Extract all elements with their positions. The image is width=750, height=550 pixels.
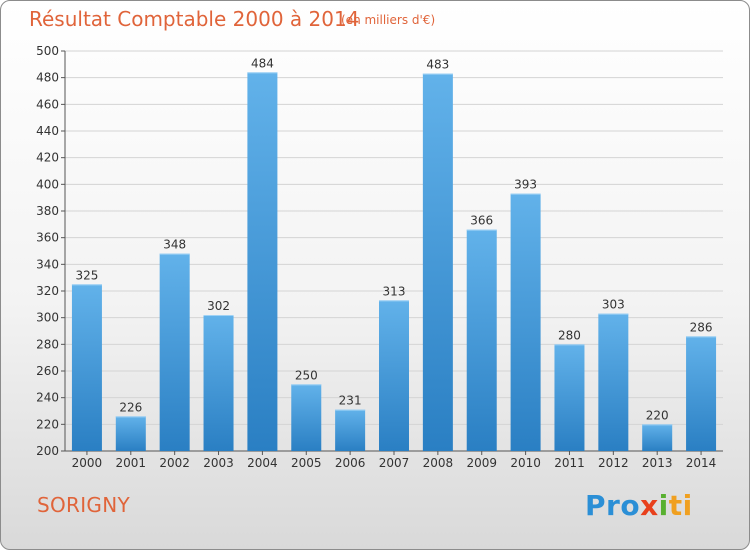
y-tick-label: 420 — [36, 151, 59, 165]
y-tick-label: 480 — [36, 71, 59, 85]
x-tick-label-2013: 2013 — [642, 456, 673, 470]
value-label-2007: 313 — [383, 284, 406, 298]
labels: 200 220 240 260 280 300 320 340 360 380 400 420 440 4… — [36, 44, 716, 470]
bar-2001[interactable] — [115, 416, 146, 451]
y-tick-label: 340 — [36, 257, 59, 271]
brand-logo[interactable]: Proxiti — [585, 489, 693, 522]
x-tick-label-2010: 2010 — [510, 456, 541, 470]
brand-logo-part: Pro — [585, 489, 641, 522]
x-tick-label-2001: 2001 — [116, 456, 147, 470]
bar-2013[interactable] — [642, 424, 673, 451]
bar-2007[interactable] — [379, 300, 409, 451]
x-tick-label-2000: 2000 — [72, 456, 103, 470]
bar-2003[interactable] — [203, 315, 234, 451]
value-label-2010: 393 — [514, 178, 537, 192]
y-tick-label: 500 — [36, 44, 59, 58]
brand-logo-part: ti — [668, 489, 693, 522]
y-tick-label: 300 — [36, 311, 59, 325]
value-label-2011: 280 — [558, 328, 581, 342]
bar-2005[interactable] — [291, 384, 322, 451]
y-tick-label: 260 — [36, 364, 59, 378]
bar-2002[interactable] — [159, 253, 190, 451]
y-tick-label: 220 — [36, 417, 59, 431]
bar-2004[interactable] — [247, 72, 278, 451]
value-label-2001: 226 — [119, 400, 142, 414]
town-name: SORIGNY — [37, 493, 131, 517]
brand-logo-part: x — [640, 489, 659, 522]
value-label-2004: 484 — [251, 56, 274, 70]
y-tick-label: 400 — [36, 177, 59, 191]
chart-title: Résultat Comptable 2000 à 2014 — [29, 7, 360, 31]
value-label-2006: 231 — [339, 394, 362, 408]
bar-2009[interactable] — [466, 229, 497, 451]
value-label-2012: 303 — [602, 298, 625, 312]
y-tick-label: 280 — [36, 337, 59, 351]
value-label-2003: 302 — [207, 299, 230, 313]
bar-2008[interactable] — [422, 73, 453, 452]
x-tick-label-2008: 2008 — [423, 456, 454, 470]
x-tick-label-2006: 2006 — [335, 456, 366, 470]
x-tick-label-2004: 2004 — [247, 456, 278, 470]
x-tick-label-2005: 2005 — [291, 456, 322, 470]
x-tick-label-2007: 2007 — [379, 456, 410, 470]
value-label-2009: 366 — [470, 214, 493, 228]
x-tick-label-2012: 2012 — [598, 456, 629, 470]
y-tick-label: 200 — [36, 444, 59, 458]
y-tick-label: 380 — [36, 204, 59, 218]
bar-2006[interactable] — [335, 409, 366, 451]
bar-2014[interactable] — [686, 336, 717, 451]
y-tick-label: 360 — [36, 231, 59, 245]
value-label-2005: 250 — [295, 368, 318, 382]
y-tick-label: 460 — [36, 97, 59, 111]
bar-2012[interactable] — [598, 313, 629, 451]
y-tick-label: 320 — [36, 284, 59, 298]
x-tick-label-2011: 2011 — [554, 456, 585, 470]
x-tick-label-2009: 2009 — [466, 456, 497, 470]
value-label-2013: 220 — [646, 408, 669, 422]
value-label-2002: 348 — [163, 238, 186, 252]
bar-2010[interactable] — [510, 193, 541, 451]
x-tick-label-2014: 2014 — [686, 456, 717, 470]
value-label-2000: 325 — [75, 268, 98, 282]
bar-2011[interactable] — [554, 344, 585, 451]
x-tick-label-2003: 2003 — [203, 456, 234, 470]
value-label-2014: 286 — [690, 320, 713, 334]
x-tick-label-2002: 2002 — [159, 456, 190, 470]
brand-logo-part: i — [658, 489, 669, 522]
bar-2000[interactable] — [71, 284, 102, 451]
chart-subtitle: (en milliers d'€) — [341, 13, 436, 27]
y-tick-label: 240 — [36, 391, 59, 405]
value-label-2008: 483 — [426, 58, 449, 72]
bars — [71, 72, 717, 452]
y-tick-label: 440 — [36, 124, 59, 138]
